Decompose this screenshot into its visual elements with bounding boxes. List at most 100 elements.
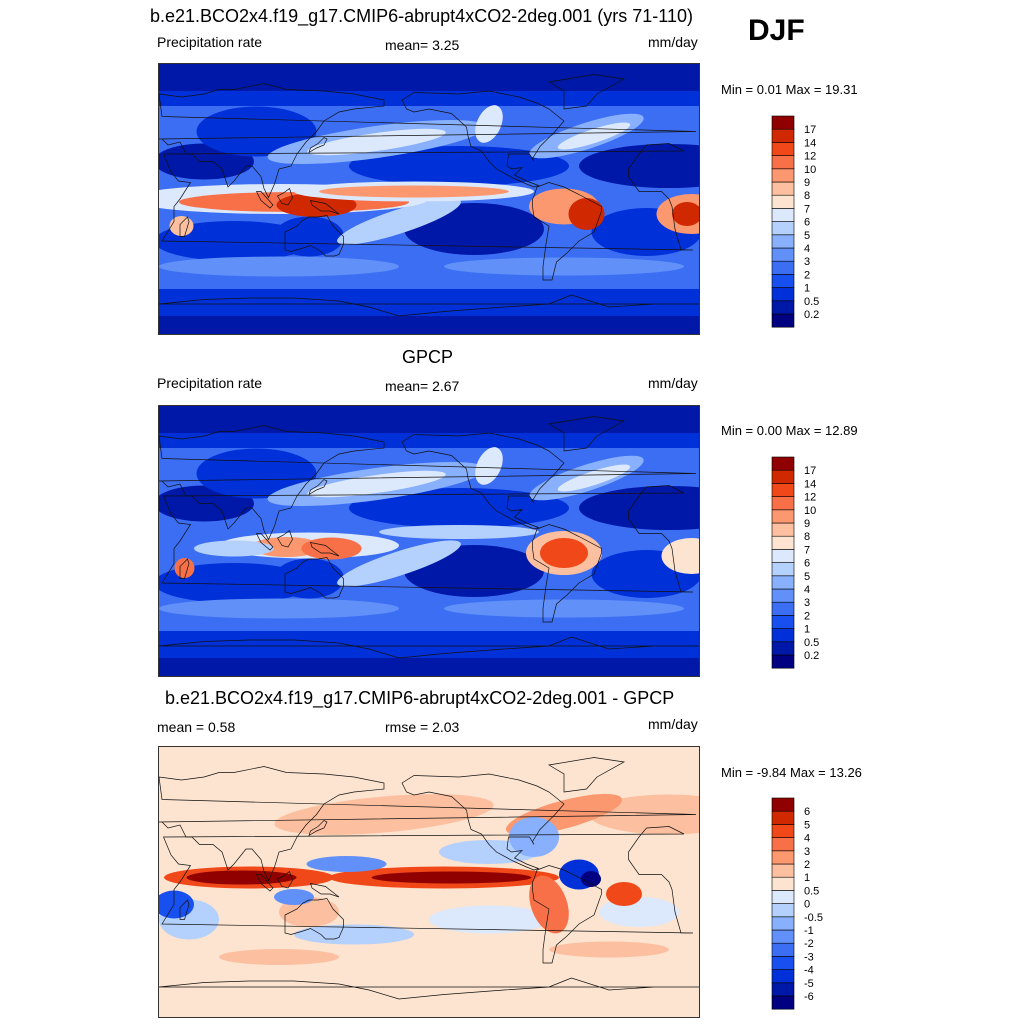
colorbar-swatch (771, 208, 795, 222)
colorbar-tick-label: 6 (804, 217, 810, 229)
coastline-antarctica (159, 636, 699, 659)
field-contour (509, 817, 559, 857)
colorbar-tick-label: 2 (804, 859, 810, 871)
coastline-borneo (277, 187, 293, 206)
field-contour (159, 890, 194, 919)
colorbar-swatch (771, 810, 795, 825)
colorbar-swatch (771, 496, 795, 511)
colorbar-swatch (771, 155, 795, 170)
colorbar-swatch (771, 128, 795, 143)
field-contour (379, 525, 539, 539)
coastline-japan (308, 820, 328, 837)
panel-3-units: mm/day (648, 716, 698, 732)
field-contour (444, 599, 684, 618)
colorbar-tick-label: 17 (804, 465, 816, 477)
colorbar-swatch (771, 469, 795, 484)
colorbar-swatch (771, 313, 795, 328)
coastline-borneo (277, 870, 293, 889)
field-contour (475, 105, 503, 143)
panel-2-variable-label: Precipitation rate (157, 375, 263, 391)
field-contour (337, 198, 461, 245)
colorbar-swatch (771, 824, 795, 838)
coastline-eurasia (159, 766, 697, 882)
coastline-greenland (548, 416, 626, 452)
colorbar-swatch (771, 876, 795, 891)
coastline-madagascar (179, 216, 190, 237)
colorbar-tick-label: 17 (804, 124, 816, 136)
field-contour (159, 256, 399, 277)
panel-3-map (158, 746, 700, 1018)
colorbar-tick-label: -0.5 (804, 912, 823, 924)
panel-2-units: mm/day (648, 375, 698, 391)
colorbar-tick-label: 12 (804, 492, 816, 504)
colorbar-tick-label: 2 (804, 269, 810, 281)
panel-3-colorbar: -6 -5 -4 -3 -2 -1 -0.5 0 0.5 1 2 3 4 5 6 (771, 797, 823, 1010)
panel-3-mean-label: mean = 0.58 (157, 719, 236, 735)
field-contour (294, 924, 414, 945)
colorbar-tick-label: 3 (804, 256, 810, 268)
panel-1-title: b.e21.BCO2x4.f19_g17.CMIP6-abrupt4xCO2-2… (150, 6, 693, 26)
colorbar-swatch (771, 287, 795, 302)
field-contour (169, 216, 194, 236)
colorbar-swatch (771, 588, 795, 603)
colorbar-tick-label: 1 (804, 624, 810, 636)
colorbar-swatch (771, 549, 795, 563)
field-contour (475, 447, 503, 485)
colorbar-swatch (771, 628, 795, 643)
field-contour (159, 598, 399, 619)
field-contour (549, 941, 669, 958)
field-contour (219, 949, 339, 965)
field-contour (194, 540, 274, 557)
colorbar-tick-label: 9 (804, 177, 810, 189)
colorbar-swatch (771, 969, 795, 984)
coastline-africa (161, 485, 694, 593)
field-contour (301, 537, 362, 560)
coastline-newguinea (309, 200, 340, 215)
field-contour (319, 185, 509, 198)
field-band (159, 631, 699, 658)
coastline-eurasia (159, 83, 697, 199)
colorbar-tick-label: 0.5 (804, 885, 819, 897)
colorbar-swatch (771, 995, 795, 1010)
colorbar-swatch (771, 115, 795, 130)
coastline-newguinea (309, 883, 340, 898)
colorbar-tick-label: 8 (804, 531, 810, 543)
colorbar-swatch (771, 601, 795, 616)
coastline-samerica (532, 182, 602, 281)
field-contour (661, 538, 699, 574)
field-contour (349, 146, 569, 186)
field-contour (159, 563, 314, 603)
coastline-samerica (532, 865, 602, 964)
field-contour (274, 558, 344, 599)
colorbar-swatch (771, 797, 795, 812)
field-contour (540, 538, 588, 568)
coastline-borneo (277, 529, 293, 548)
colorbar-tick-label: 0.2 (804, 309, 819, 321)
coastline-namerica (401, 773, 565, 871)
coastline-greenland (548, 757, 626, 793)
colorbar-swatch (771, 535, 795, 550)
panel-2-title: GPCP (402, 347, 454, 367)
colorbar-tick-label: -2 (804, 938, 814, 950)
colorbar-tick-label: 10 (804, 505, 816, 517)
colorbar-tick-label: 0 (804, 899, 810, 911)
coastline-madagascar (179, 558, 190, 579)
colorbar-swatch (771, 221, 795, 236)
colorbar-swatch (771, 142, 795, 156)
colorbar-swatch (771, 956, 795, 970)
colorbar-swatch (771, 260, 795, 275)
colorbar-tick-label: 1 (804, 872, 810, 884)
field-contour (196, 448, 317, 499)
colorbar-swatch (771, 942, 795, 957)
colorbar-swatch (771, 456, 795, 471)
colorbar-tick-label: -3 (804, 951, 814, 963)
field-contour (371, 871, 532, 884)
coastline-madagascar (179, 899, 190, 920)
coastline-sumatra (255, 533, 274, 551)
panel-2-map (158, 405, 700, 677)
colorbar-swatch (771, 929, 795, 944)
field-contour (337, 540, 461, 587)
coastline-japan (308, 479, 328, 496)
field-band (159, 64, 699, 91)
field-contour (274, 889, 314, 905)
